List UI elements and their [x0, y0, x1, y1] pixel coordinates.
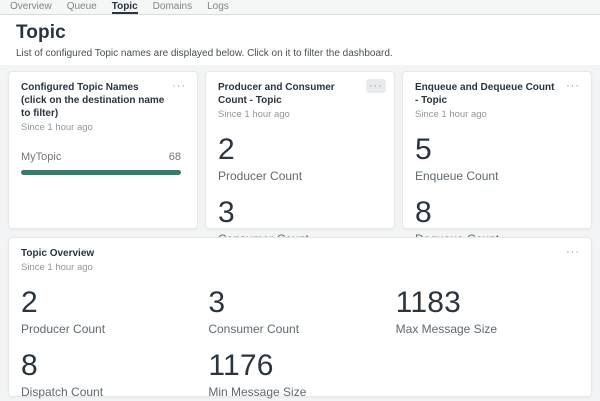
card-since-label: Since 1 hour ago	[218, 109, 290, 120]
card-configured-topic-names: ··· Configured Topic Names (click on the…	[8, 71, 198, 229]
metric-consumer-count: 3 Consumer Count	[208, 286, 391, 337]
metric-value: 2	[218, 133, 235, 166]
card-producer-consumer-count: ··· Producer and Consumer Count - Topic …	[205, 71, 395, 246]
tab-topic[interactable]: Topic	[111, 1, 138, 14]
metric-value: 2	[21, 286, 38, 319]
page-subtitle: List of configured Topic names are displ…	[16, 48, 393, 59]
metric-producer-count: 2 Producer Count	[218, 133, 382, 184]
metric-label: Enqueue Count	[415, 169, 499, 183]
card-menu-icon[interactable]: ···	[566, 246, 580, 258]
tab-overview[interactable]: Overview	[10, 1, 52, 12]
card-menu-icon[interactable]: ···	[172, 80, 186, 92]
metric-value: 3	[218, 196, 235, 229]
card-enqueue-dequeue-count: ··· Enqueue and Dequeue Count - Topic Si…	[402, 71, 592, 246]
card-title: Enqueue and Dequeue Count - Topic	[415, 82, 555, 106]
metric-value: 5	[415, 133, 432, 166]
tab-logs[interactable]: Logs	[207, 1, 229, 12]
card-since-label: Since 1 hour ago	[21, 262, 93, 273]
tab-domains[interactable]: Domains	[152, 1, 193, 12]
card-since-label: Since 1 hour ago	[415, 109, 487, 120]
topic-name-value: 68	[168, 151, 181, 163]
topic-name-bar-track	[21, 170, 181, 175]
top-cards-row: ··· Configured Topic Names (click on the…	[8, 71, 592, 246]
metric-max-message-size: 1183 Max Message Size	[395, 286, 579, 337]
metric-enqueue-count: 5 Enqueue Count	[415, 133, 579, 184]
top-tab-bar: Overview Queue Topic Domains Logs	[0, 0, 600, 15]
metric-label: Producer Count	[218, 169, 303, 183]
overview-metrics-grid: 2 Producer Count 3 Consumer Count 1183 M…	[17, 273, 579, 400]
card-topic-overview: ··· Topic Overview Since 1 hour ago 2 Pr…	[8, 237, 592, 400]
metric-value: 8	[21, 349, 38, 382]
metric-value: 8	[415, 196, 432, 229]
metric-label: Max Message Size	[395, 322, 498, 336]
page-header: Topic List of configured Topic names are…	[0, 15, 600, 65]
topic-name[interactable]: MyTopic	[21, 151, 62, 163]
card-title: Topic Overview	[21, 248, 95, 259]
card-menu-icon[interactable]: ···	[566, 80, 580, 92]
metric-value: 1183	[395, 286, 461, 319]
metric-label: Dispatch Count	[21, 385, 104, 399]
metric-value: 3	[208, 286, 226, 319]
metric-value: 1176	[208, 349, 274, 382]
card-since-label: Since 1 hour ago	[21, 122, 93, 133]
metric-dispatch-count: 8 Dispatch Count	[21, 349, 204, 400]
card-title: Producer and Consumer Count - Topic	[218, 82, 335, 106]
metric-label: Producer Count	[21, 322, 106, 336]
card-title: Configured Topic Names (click on the des…	[21, 82, 165, 119]
topic-name-row[interactable]: MyTopic 68	[21, 151, 181, 163]
page-title: Topic	[16, 22, 66, 43]
metric-label: Consumer Count	[208, 322, 300, 336]
overview-grid-empty-cell	[392, 336, 579, 399]
metric-label: Min Message Size	[208, 385, 307, 399]
metric-producer-count: 2 Producer Count	[21, 286, 204, 337]
topic-name-bar	[21, 170, 181, 175]
dashboard-content: ··· Configured Topic Names (click on the…	[0, 65, 600, 400]
metric-min-message-size: 1176 Min Message Size	[208, 349, 391, 400]
card-menu-icon[interactable]: ···	[366, 79, 386, 93]
tab-queue[interactable]: Queue	[66, 1, 97, 12]
